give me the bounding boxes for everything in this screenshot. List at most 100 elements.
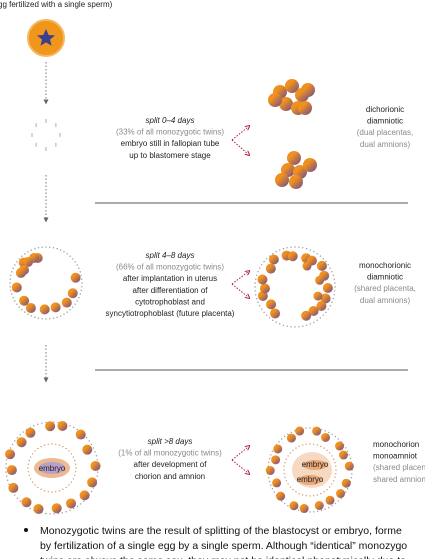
cell xyxy=(286,433,296,443)
membrane-dot xyxy=(27,313,29,315)
cell xyxy=(268,254,279,265)
membrane-dot xyxy=(75,463,77,465)
membrane-dot xyxy=(290,326,292,328)
membrane-dot xyxy=(43,444,46,446)
membrane-dot xyxy=(337,438,339,440)
membrane-dot xyxy=(53,421,55,423)
cell xyxy=(45,421,56,432)
cell xyxy=(19,265,29,275)
membrane-dot xyxy=(74,474,76,477)
split-time: split 4–8 days xyxy=(146,251,195,260)
membrane-dot xyxy=(51,491,53,493)
membrane-dot xyxy=(322,258,324,260)
stage-detail: chorion and amnion xyxy=(135,472,205,481)
membrane-dot xyxy=(256,297,258,300)
outcome: monochorionic xyxy=(359,261,411,270)
cell xyxy=(25,427,36,438)
cell xyxy=(266,299,277,310)
stage-detail: syncytiotrophoblast (future placenta) xyxy=(106,309,235,318)
bullet-text: by fertilization of a single egg by a si… xyxy=(40,540,407,552)
membrane-dot xyxy=(53,513,55,515)
membrane-dot xyxy=(12,267,14,270)
membrane-dot xyxy=(90,443,93,446)
membrane-dot xyxy=(31,453,34,455)
membrane-dot xyxy=(278,249,281,251)
membrane-dot xyxy=(88,440,90,442)
membrane-dot xyxy=(271,488,274,490)
bullet-dot xyxy=(24,528,28,532)
membrane-dot xyxy=(11,293,13,295)
membrane-dot xyxy=(40,488,42,491)
membrane-dot xyxy=(97,471,99,473)
membrane-dot xyxy=(56,248,58,250)
cell xyxy=(303,158,317,172)
cell xyxy=(273,444,283,454)
membrane-dot xyxy=(309,495,311,497)
membrane-dot xyxy=(320,492,322,495)
membrane-dot xyxy=(286,325,288,327)
membrane-dot xyxy=(72,258,74,260)
cell xyxy=(279,97,293,111)
membrane-dot xyxy=(334,282,336,284)
membrane-dot xyxy=(319,255,322,257)
membrane-dot xyxy=(331,505,333,507)
membrane-dot xyxy=(90,490,93,493)
outcome: monoamniot xyxy=(373,452,418,461)
membrane-dot xyxy=(41,246,43,248)
split-time: split >8 days xyxy=(148,437,193,446)
membrane-dot xyxy=(332,274,334,277)
membrane-dot xyxy=(324,430,326,432)
membrane-dot xyxy=(58,444,61,446)
membrane-dot xyxy=(65,447,67,450)
membrane-dot xyxy=(284,461,286,464)
membrane-dot xyxy=(329,267,331,269)
cell xyxy=(87,477,98,488)
membrane-dot xyxy=(316,253,318,255)
membrane-dot xyxy=(282,248,285,250)
membrane-dot xyxy=(278,323,281,325)
membrane-dot xyxy=(40,445,42,448)
membrane-dot xyxy=(259,305,261,307)
membrane-dot xyxy=(34,248,36,250)
membrane-dot xyxy=(9,447,12,449)
membrane-dot xyxy=(37,486,39,489)
membrane-dot xyxy=(271,450,274,452)
membrane-dot xyxy=(254,286,256,288)
cell xyxy=(287,151,301,165)
outcome-note: (dual placentas, xyxy=(357,128,413,137)
membrane-dot xyxy=(59,315,62,317)
membrane-dot xyxy=(47,443,49,445)
membrane-dot xyxy=(323,491,325,493)
membrane-dot xyxy=(72,456,75,458)
percent: (1% of all monozygotic twins) xyxy=(118,449,222,458)
membrane-dot xyxy=(278,441,280,443)
outcome-note: (shared placen xyxy=(373,463,425,472)
membrane-dot xyxy=(313,251,315,253)
cell xyxy=(70,272,81,283)
membrane-dot xyxy=(22,431,25,433)
membrane-dot xyxy=(345,447,347,449)
membrane-dot xyxy=(257,270,259,273)
membrane-dot xyxy=(290,431,292,434)
membrane-dot xyxy=(298,492,300,495)
membrane-dot xyxy=(14,494,16,496)
cell xyxy=(268,93,282,107)
membrane-dot xyxy=(283,469,285,471)
cell xyxy=(299,504,309,514)
membrane-dot xyxy=(27,467,29,469)
membrane-dot xyxy=(334,290,336,292)
cell xyxy=(320,293,331,304)
membrane-dot xyxy=(333,278,335,280)
membrane-dot xyxy=(331,433,333,435)
membrane-dot xyxy=(294,326,296,328)
cell xyxy=(308,305,319,316)
membrane-dot xyxy=(313,495,315,497)
cell xyxy=(313,291,323,301)
membrane-dot xyxy=(332,458,335,460)
cell xyxy=(51,503,62,514)
bullet-text: twins are always the same sex, they may … xyxy=(40,555,406,559)
cell xyxy=(8,482,19,493)
membrane-dot xyxy=(29,478,32,480)
outcome: diamniotic xyxy=(367,273,403,282)
cell xyxy=(336,489,346,499)
